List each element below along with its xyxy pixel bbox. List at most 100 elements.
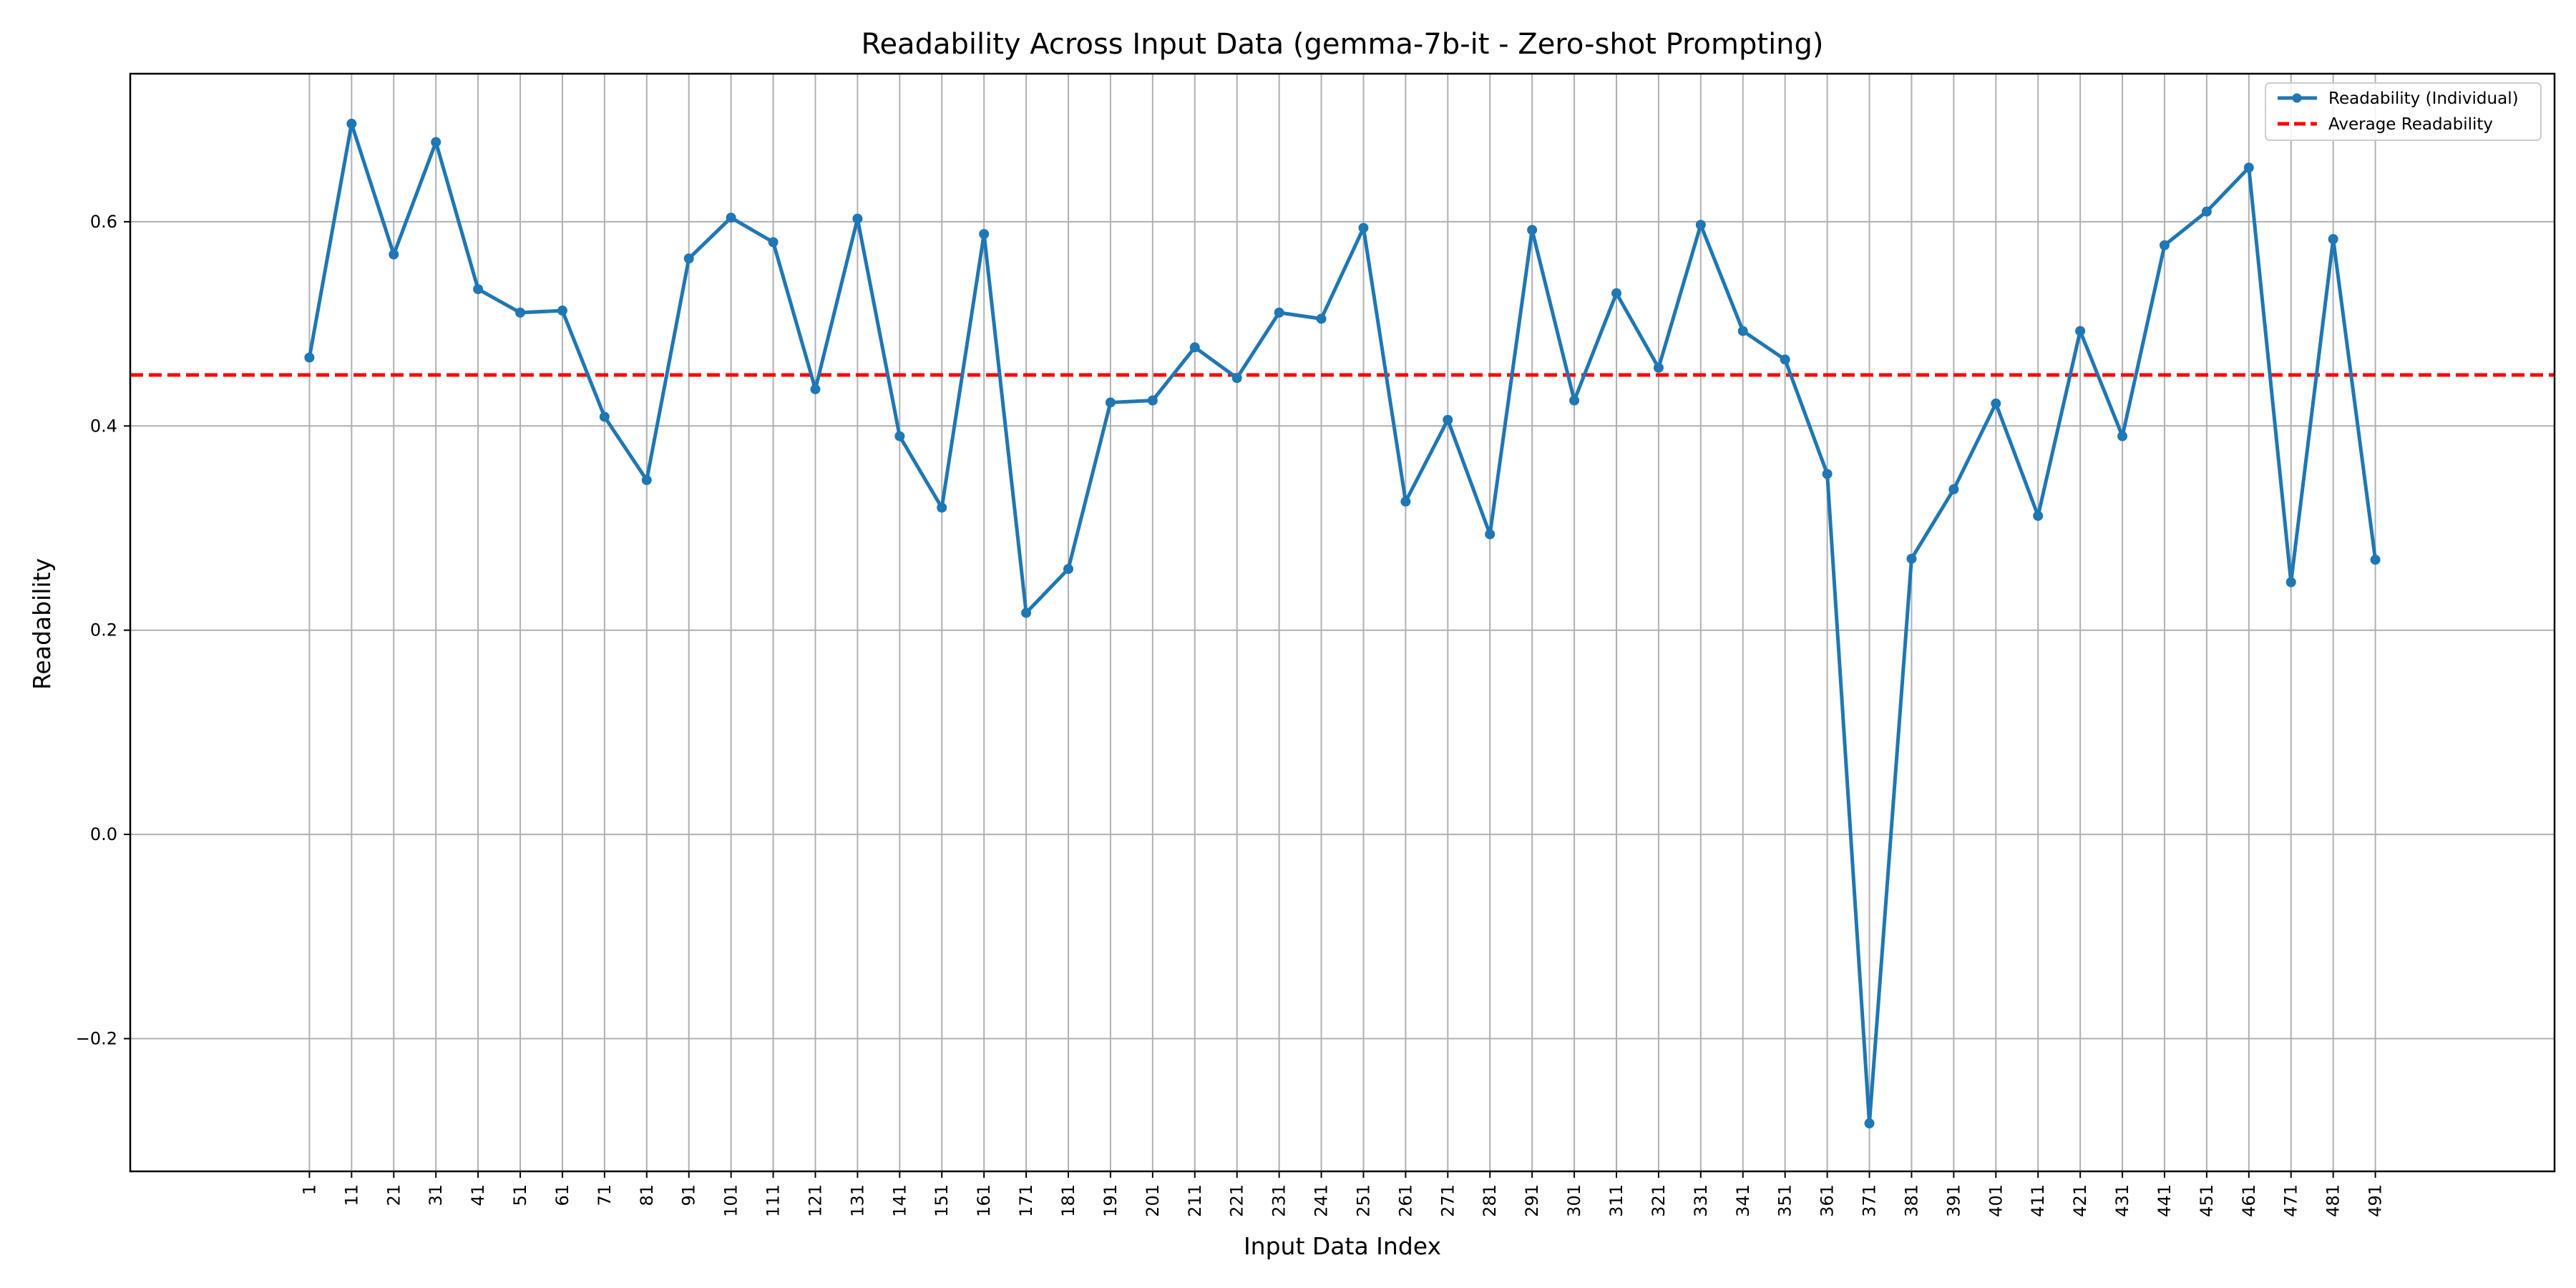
data-point bbox=[1569, 395, 1580, 406]
data-point bbox=[1653, 362, 1664, 373]
x-tick-label: 261 bbox=[1395, 1184, 1415, 1217]
x-tick-label: 191 bbox=[1101, 1184, 1121, 1217]
data-point bbox=[1231, 373, 1242, 384]
x-tick-label: 181 bbox=[1058, 1184, 1078, 1217]
x-tick-label: 21 bbox=[384, 1184, 404, 1206]
data-point bbox=[894, 431, 905, 441]
y-tick-label: 0.2 bbox=[90, 620, 117, 640]
data-point bbox=[937, 502, 947, 513]
data-point bbox=[1527, 225, 1538, 235]
x-tick-label: 81 bbox=[637, 1184, 657, 1206]
x-tick-label: 271 bbox=[1438, 1184, 1458, 1217]
data-point bbox=[1021, 608, 1032, 618]
x-tick-label: 491 bbox=[2366, 1184, 2386, 1217]
x-tick-label: 11 bbox=[341, 1184, 361, 1206]
x-tick-label: 321 bbox=[1649, 1184, 1669, 1217]
data-point bbox=[2328, 234, 2338, 245]
x-axis-ticks: 1 11 21 31 41 51 61 71 81 91 101 111 121 131 141 151 161… bbox=[299, 1171, 2386, 1217]
data-point bbox=[1400, 496, 1411, 507]
x-tick-label: 451 bbox=[2197, 1184, 2217, 1217]
x-tick-label: 371 bbox=[1860, 1184, 1880, 1217]
y-tick-label: 0.6 bbox=[90, 212, 117, 232]
x-tick-label: 151 bbox=[932, 1184, 952, 1217]
data-point bbox=[2159, 240, 2170, 250]
x-tick-label: 61 bbox=[552, 1184, 572, 1206]
x-tick-label: 71 bbox=[595, 1184, 615, 1206]
x-tick-label: 361 bbox=[1818, 1184, 1838, 1217]
data-point bbox=[2370, 555, 2381, 565]
data-point bbox=[1443, 414, 1453, 425]
y-tick-label: 0.0 bbox=[90, 824, 117, 844]
x-tick-label: 101 bbox=[721, 1184, 741, 1217]
data-point bbox=[389, 249, 399, 260]
x-tick-label: 401 bbox=[1986, 1184, 2006, 1217]
data-point bbox=[1063, 564, 1074, 575]
data-point bbox=[1485, 529, 1496, 540]
data-point bbox=[1991, 398, 2001, 409]
data-point bbox=[1695, 220, 1706, 230]
grid-lines bbox=[130, 74, 2555, 1171]
data-point bbox=[768, 237, 779, 248]
legend-box bbox=[2265, 82, 2542, 141]
data-point bbox=[1316, 313, 1327, 324]
x-tick-label: 141 bbox=[889, 1184, 909, 1217]
data-point bbox=[431, 137, 441, 147]
data-point bbox=[557, 306, 567, 316]
x-tick-label: 331 bbox=[1691, 1184, 1711, 1217]
readability-series-line bbox=[307, 122, 2378, 1126]
data-point bbox=[1906, 553, 1917, 564]
legend-label-average: Average Readability bbox=[2328, 115, 2493, 134]
x-tick-label: 221 bbox=[1227, 1184, 1247, 1217]
legend: Readability (Individual) Average Readabi… bbox=[2265, 82, 2542, 141]
data-point bbox=[1274, 307, 1284, 318]
data-point bbox=[683, 253, 694, 264]
data-point bbox=[852, 213, 863, 224]
x-tick-label: 1 bbox=[299, 1184, 319, 1195]
data-point bbox=[599, 411, 610, 422]
data-point bbox=[2243, 162, 2254, 173]
x-tick-label: 161 bbox=[974, 1184, 994, 1217]
x-tick-label: 341 bbox=[1733, 1184, 1753, 1217]
data-point bbox=[1105, 397, 1116, 408]
x-tick-label: 41 bbox=[468, 1184, 488, 1206]
x-tick-label: 311 bbox=[1606, 1184, 1626, 1217]
data-point bbox=[304, 352, 315, 363]
x-tick-label: 421 bbox=[2070, 1184, 2090, 1217]
x-tick-label: 291 bbox=[1522, 1184, 1542, 1217]
data-point bbox=[346, 118, 357, 129]
data-point bbox=[1948, 484, 1959, 494]
data-point bbox=[1822, 469, 1833, 479]
data-point bbox=[2033, 510, 2044, 521]
plot-frame bbox=[129, 72, 2556, 1173]
x-tick-label: 241 bbox=[1312, 1184, 1332, 1217]
x-tick-label: 471 bbox=[2281, 1184, 2301, 1217]
data-point bbox=[810, 384, 821, 394]
x-tick-label: 391 bbox=[1943, 1184, 1963, 1217]
x-axis-label: Input Data Index bbox=[1244, 1232, 1441, 1260]
y-tick-label: 0.4 bbox=[90, 416, 117, 436]
x-tick-label: 31 bbox=[426, 1184, 446, 1206]
chart-title: Readability Across Input Data (gemma-7b-… bbox=[861, 28, 1823, 61]
x-tick-label: 131 bbox=[847, 1184, 867, 1217]
x-tick-label: 461 bbox=[2239, 1184, 2259, 1217]
data-point bbox=[726, 213, 736, 223]
x-tick-label: 251 bbox=[1353, 1184, 1373, 1217]
data-point bbox=[641, 474, 652, 485]
data-point bbox=[1189, 342, 1200, 353]
data-point bbox=[515, 307, 526, 318]
x-tick-label: 301 bbox=[1564, 1184, 1584, 1217]
x-tick-label: 111 bbox=[763, 1184, 784, 1217]
x-tick-label: 441 bbox=[2155, 1184, 2175, 1217]
data-point bbox=[2075, 326, 2086, 336]
data-point bbox=[2117, 431, 2128, 441]
data-point bbox=[1611, 288, 1621, 298]
x-tick-label: 281 bbox=[1480, 1184, 1500, 1217]
x-tick-label: 481 bbox=[2323, 1184, 2343, 1217]
series-layer bbox=[304, 118, 2381, 1128]
x-tick-label: 431 bbox=[2112, 1184, 2132, 1217]
y-axis-label: Readability bbox=[28, 558, 56, 690]
data-point bbox=[2201, 206, 2212, 217]
x-tick-label: 411 bbox=[2028, 1184, 2048, 1217]
x-tick-label: 171 bbox=[1016, 1184, 1036, 1217]
data-point bbox=[1864, 1118, 1875, 1128]
